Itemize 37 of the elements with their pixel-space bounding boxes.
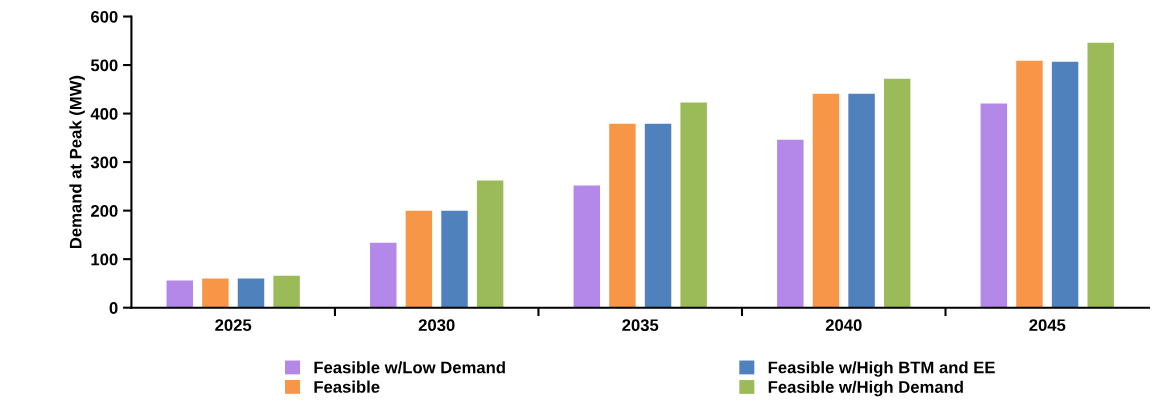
bar [237, 278, 265, 308]
bar [1087, 42, 1114, 308]
bar [573, 185, 601, 308]
y-axis-title: Demand at Peak (MW) [69, 75, 85, 249]
bar [609, 123, 636, 308]
y-tick-label: 500 [90, 59, 118, 72]
legend-label: Feasible w/High BTM and EE [768, 361, 995, 377]
x-tick-label: 2025 [215, 319, 252, 332]
bar [1051, 61, 1079, 308]
bar [273, 275, 300, 308]
bar [405, 210, 433, 308]
bar [883, 78, 911, 308]
bar [441, 210, 468, 308]
bar [166, 280, 193, 308]
bar [777, 139, 804, 308]
bar [812, 93, 840, 308]
bar [476, 180, 504, 308]
x-tick-label: 2030 [418, 319, 455, 332]
y-tick-label: 100 [91, 253, 118, 266]
x-tick-label: 2035 [622, 319, 659, 332]
bar [644, 123, 672, 308]
legend-label: Feasible [314, 380, 380, 393]
y-tick-label: 400 [90, 107, 118, 120]
bar [202, 278, 229, 308]
bar [848, 93, 875, 308]
x-tick-label: 2045 [1029, 319, 1066, 332]
y-tick-label: 200 [91, 205, 118, 217]
legend-label: Feasible w/High Demand [768, 380, 963, 397]
bar [1016, 60, 1043, 308]
bar [370, 242, 397, 308]
x-tick-label: 2040 [825, 319, 862, 332]
legend-label: Feasible w/Low Demand [314, 361, 505, 374]
bar [680, 102, 707, 308]
y-tick-label: 0 [109, 302, 118, 314]
y-tick-label: 600 [91, 10, 118, 23]
bar [980, 103, 1008, 308]
y-tick-label: 300 [90, 156, 118, 169]
